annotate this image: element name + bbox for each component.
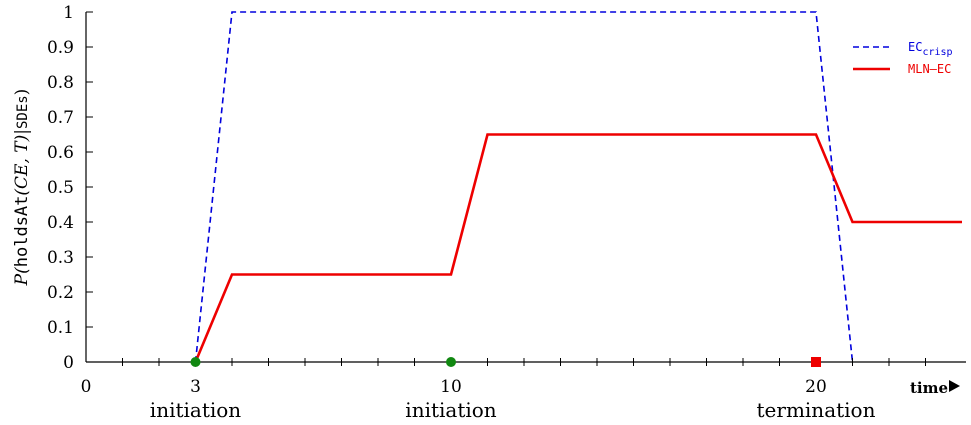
legend-label-0: ECcrisp (908, 40, 953, 58)
y-tick-label: 0.5 (47, 178, 74, 198)
y-tick-label: 0.4 (47, 213, 74, 233)
x-tick-label: 10 (440, 377, 462, 397)
event-label-0: initiation (150, 398, 242, 422)
legend-label-main: EC (908, 40, 922, 54)
y-tick-label: 0.8 (47, 73, 74, 93)
y-axis-title-part: SDEs (15, 95, 31, 129)
legend-label-sub: crisp (922, 47, 952, 58)
series-line-1 (194, 133, 962, 363)
legend-label-1: MLN–EC (908, 62, 951, 76)
y-axis-title: P(holdsAt(CE, T)|SDEs) (12, 89, 32, 287)
y-axis-title-part: (CE, T)| (12, 129, 32, 196)
y-tick-label: 0.3 (47, 248, 74, 268)
legend-label-main: MLN–EC (908, 62, 951, 76)
event-marker-0 (190, 357, 201, 367)
y-axis-title-part: ) (12, 89, 32, 96)
x-tick-label: 0 (81, 377, 92, 397)
x-tick-label: 20 (805, 377, 827, 397)
event-marker-2 (811, 357, 821, 367)
y-tick-label: 1 (63, 3, 74, 23)
event-label-2: termination (757, 398, 876, 422)
x-tick-label: 3 (190, 377, 201, 397)
x-axis-arrow-icon (949, 380, 960, 392)
legend: ECcrisp MLN–EC (853, 40, 953, 76)
event-marker-1 (446, 357, 456, 367)
series-line-0 (194, 11, 854, 363)
x-axis-title: time (910, 379, 948, 397)
y-tick-label: 0 (63, 353, 74, 373)
y-tick-label: 0.7 (47, 108, 74, 128)
y-tick-label: 0.6 (47, 143, 74, 163)
y-tick-label: 0.9 (47, 38, 74, 58)
event-label-1: initiation (405, 398, 497, 422)
y-axis-title-part: holdsAt (12, 196, 32, 268)
y-tick-label: 0.1 (47, 318, 74, 338)
y-axis-title-part: P( (12, 267, 32, 286)
y-tick-label: 0.2 (47, 283, 74, 303)
